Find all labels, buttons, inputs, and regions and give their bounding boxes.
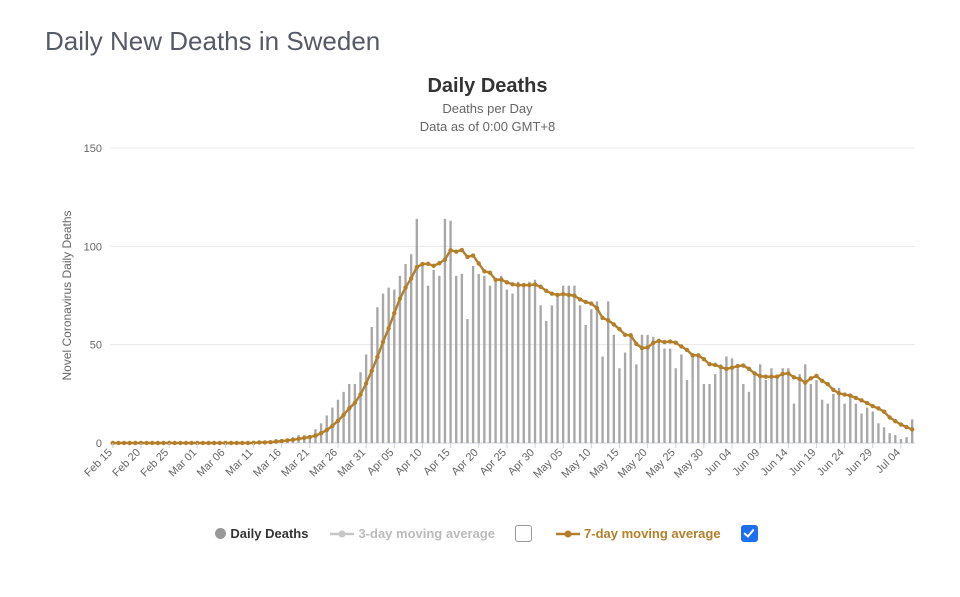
- svg-text:Apr 10: Apr 10: [393, 447, 424, 478]
- svg-text:Jun 09: Jun 09: [730, 447, 762, 479]
- svg-text:Jun 29: Jun 29: [843, 447, 875, 479]
- chart-container: 050100150Feb 15Feb 20Feb 25Mar 01Mar 06M…: [55, 143, 925, 513]
- chart-title: Daily Deaths: [45, 75, 930, 98]
- svg-text:Jun 04: Jun 04: [702, 447, 734, 479]
- svg-text:Apr 05: Apr 05: [365, 447, 396, 478]
- chart-legend: Daily Deaths 3-day moving average 7-day …: [45, 525, 930, 542]
- bar-swatch-icon: [215, 528, 226, 539]
- legend-label-3day: 3-day moving average: [358, 526, 495, 541]
- svg-text:May 15: May 15: [588, 447, 622, 481]
- line7-swatch-icon: [556, 528, 580, 540]
- checkbox-3day[interactable]: [515, 525, 532, 542]
- svg-text:May 25: May 25: [644, 447, 678, 481]
- svg-text:May 10: May 10: [559, 447, 593, 481]
- svg-text:Apr 15: Apr 15: [421, 447, 452, 478]
- svg-text:Apr 20: Apr 20: [449, 447, 480, 478]
- svg-text:Feb 20: Feb 20: [110, 447, 143, 480]
- svg-text:100: 100: [84, 241, 102, 253]
- page-root: Daily New Deaths in Sweden Daily Deaths …: [0, 0, 960, 597]
- svg-text:Jun 14: Jun 14: [759, 447, 791, 479]
- svg-text:Mar 16: Mar 16: [251, 447, 284, 480]
- legend-item-7day[interactable]: 7-day moving average: [556, 526, 721, 541]
- legend-label-daily: Daily Deaths: [230, 526, 308, 541]
- svg-text:Mar 11: Mar 11: [224, 447, 256, 479]
- chart-subtitle: Deaths per Day Data as of 0:00 GMT+8: [45, 100, 930, 135]
- svg-text:50: 50: [90, 340, 102, 352]
- line3-swatch-icon: [330, 528, 354, 540]
- chart-subtitle-line1: Deaths per Day: [442, 101, 532, 116]
- svg-text:Mar 21: Mar 21: [279, 447, 312, 480]
- svg-text:Mar 06: Mar 06: [195, 447, 228, 480]
- svg-text:Novel Coronavirus Daily Deaths: Novel Coronavirus Daily Deaths: [60, 211, 74, 381]
- svg-text:Jul 04: Jul 04: [874, 447, 903, 476]
- legend-item-daily-deaths[interactable]: Daily Deaths: [215, 526, 308, 541]
- page-title: Daily New Deaths in Sweden: [45, 26, 930, 57]
- deaths-chart: 050100150Feb 15Feb 20Feb 25Mar 01Mar 06M…: [55, 143, 925, 513]
- chart-subtitle-line2: Data as of 0:00 GMT+8: [420, 119, 555, 134]
- legend-label-7day: 7-day moving average: [584, 526, 721, 541]
- svg-text:Feb 15: Feb 15: [82, 447, 115, 480]
- legend-item-3day[interactable]: 3-day moving average: [330, 526, 495, 541]
- svg-text:Mar 31: Mar 31: [336, 447, 369, 480]
- svg-text:May 05: May 05: [531, 447, 565, 481]
- svg-text:May 30: May 30: [672, 447, 706, 481]
- svg-text:Mar 26: Mar 26: [307, 447, 340, 480]
- svg-text:May 20: May 20: [616, 447, 650, 481]
- svg-text:0: 0: [96, 438, 102, 450]
- svg-text:Feb 25: Feb 25: [139, 447, 172, 480]
- svg-text:150: 150: [84, 143, 102, 155]
- checkbox-7day[interactable]: [741, 525, 758, 542]
- svg-text:Jun 24: Jun 24: [815, 447, 847, 479]
- svg-text:Mar 01: Mar 01: [167, 447, 200, 480]
- svg-text:Apr 25: Apr 25: [478, 447, 509, 478]
- svg-text:Jun 19: Jun 19: [787, 447, 819, 479]
